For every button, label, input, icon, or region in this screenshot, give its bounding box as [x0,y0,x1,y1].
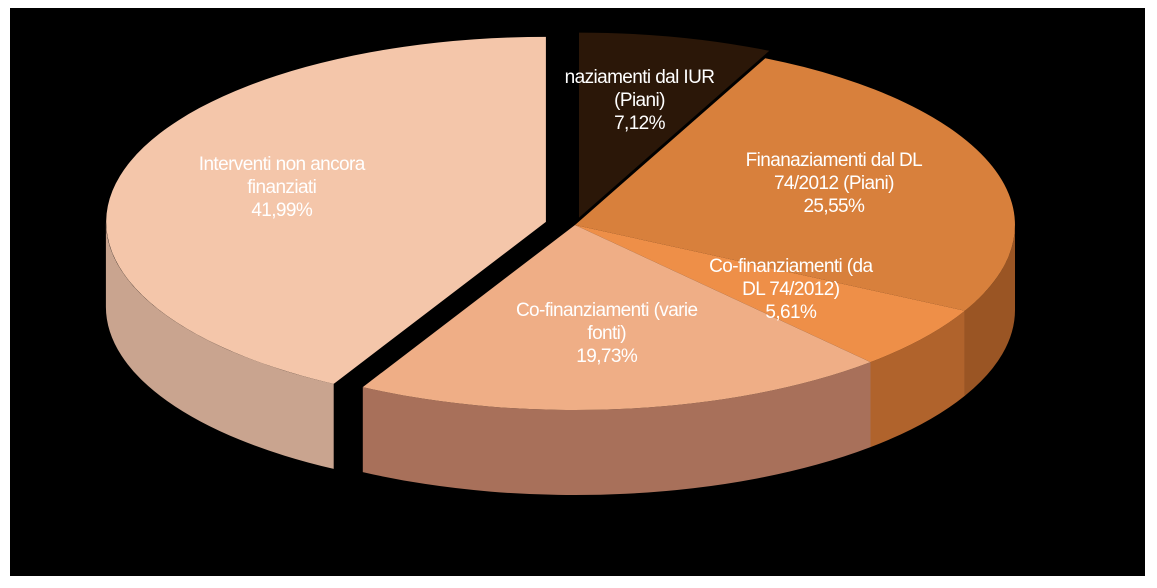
slice-side [870,310,965,448]
value-label: 25,55% [803,195,865,217]
slice-side [964,225,1015,396]
slice-label: Co-finanziamenti (da DL 74/2012)5,61% [698,255,883,324]
slice-label: Finanaziamenti dal DL 74/2012 (Piani)25,… [741,149,926,218]
value-label: 19,73% [576,345,638,367]
slice [106,36,546,384]
category-label: naziamenti dal IUR (Piani) [564,66,715,111]
tops [106,32,1015,411]
slice [575,225,965,363]
value-label: 41,99% [251,200,313,222]
label-box: Interventi non ancora finanziati 41,99% [189,153,374,222]
category-label: Interventi non ancora finanziati [198,154,366,199]
value-label: 7,12% [614,112,665,134]
slice-label: Co-finanziamenti (varie fonti)19,73% [514,299,699,368]
label-box: Finanaziamenti dal DL 74/2012 (Piani) 25,… [741,149,926,218]
labels: naziamenti dal IUR (Piani)7,12%Finanazia… [189,66,926,368]
slice [362,225,871,411]
slice-label: naziamenti dal IUR (Piani)7,12% [547,66,732,135]
category-label: Co-finanziamenti (da DL 74/2012) [709,256,873,301]
slice-side [362,362,871,496]
label-box: Co-finanziamenti (da DL 74/2012) 5,61% [698,255,883,324]
slice [575,58,1015,311]
label-box: naziamenti dal IUR (Piani) 7,12% [547,66,732,135]
category-label: Finanaziamenti dal DL 74/2012 (Piani) [745,149,923,194]
label-box: Co-finanziamenti (varie fonti) 19,73% [514,299,699,368]
value-label: 5,61% [765,302,817,324]
sides [105,221,1015,496]
category-label: Co-finanziamenti (varie fonti) [515,299,698,344]
slice [579,32,770,218]
slice-side [105,221,334,469]
